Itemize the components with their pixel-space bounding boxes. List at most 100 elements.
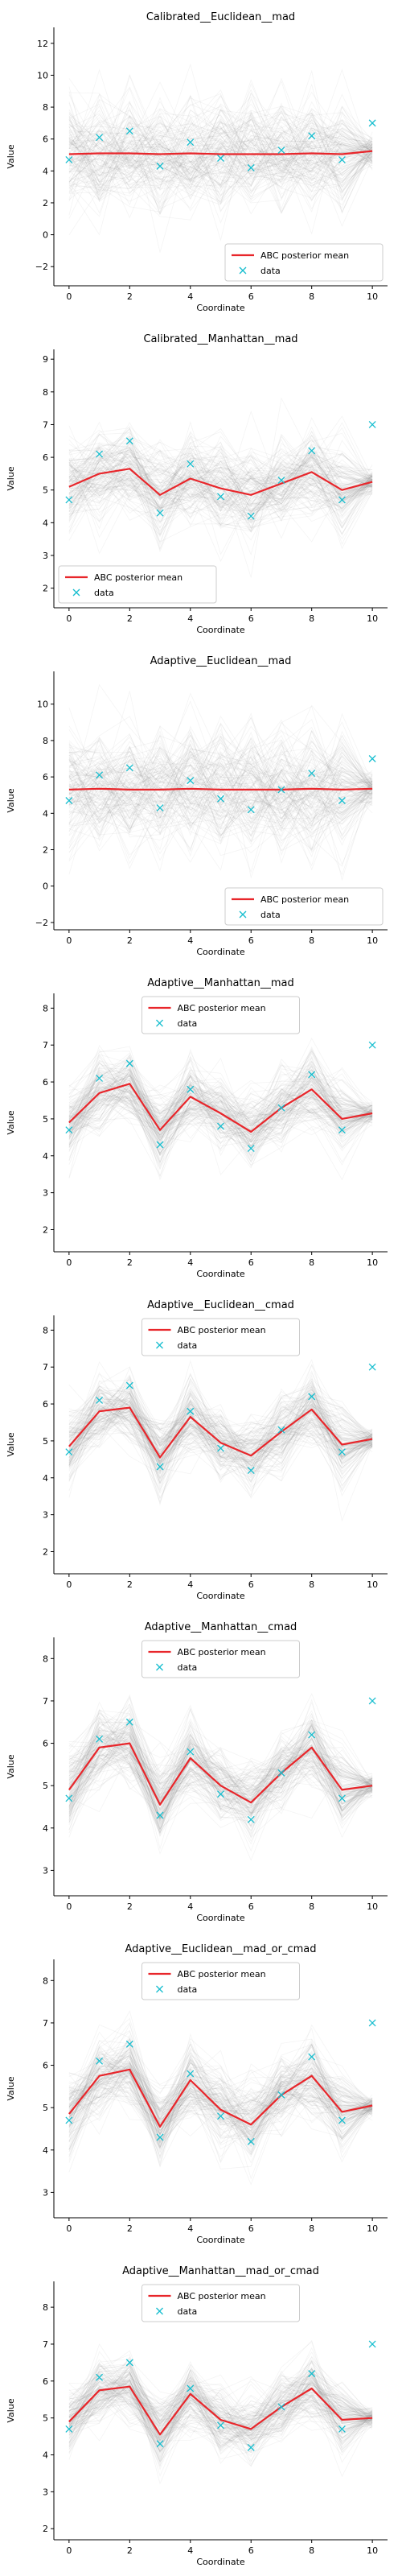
x-tick-label: 8 [309, 2223, 314, 2234]
posterior-sample-line [68, 449, 373, 503]
posterior-sample-line [68, 1722, 373, 1814]
posterior-sample-line [68, 748, 373, 838]
chart-panel: 3 4 5 6 7 8 0 2 4 6 8 10 Adaptive__Euclidean__mad_or… [6, 1943, 388, 2245]
posterior-sample-line [68, 2062, 373, 2142]
posterior-sample-line [68, 2051, 373, 2168]
posterior-sample-line [68, 1727, 373, 1816]
data-point-marker [96, 1735, 104, 1743]
posterior-sample-line [68, 1709, 373, 1826]
posterior-sample-line [68, 731, 373, 825]
data-point-stroke [125, 437, 133, 445]
posterior-sample-line [68, 1704, 373, 1801]
data-point-marker [156, 1811, 164, 1819]
posterior-sample-line [68, 433, 373, 528]
posterior-sample-line [68, 1060, 373, 1165]
posterior-sample-line [68, 1406, 373, 1463]
posterior-sample-line [68, 2378, 373, 2460]
data-point-marker [125, 1381, 133, 1389]
posterior-sample-line [68, 137, 373, 196]
posterior-sample-line [68, 1738, 373, 1818]
chart-panel: 2 3 4 5 6 7 8 0 2 4 6 8 10 Adaptive__Manhattan__mad_o… [6, 2265, 388, 2567]
posterior-sample-line [68, 1407, 373, 1455]
posterior-sample-line [68, 2376, 373, 2453]
posterior-sample-line [68, 2055, 373, 2121]
posterior-sample-line [68, 746, 373, 860]
posterior-sample-line [68, 431, 373, 508]
data-point-stroke [277, 2091, 285, 2099]
posterior-sample-line [68, 770, 373, 852]
posterior-sample-line [68, 1394, 373, 1463]
posterior-sample-line [68, 2029, 373, 2129]
posterior-sample-line [68, 117, 373, 173]
posterior-sample-line [68, 1084, 373, 1146]
posterior-sample-line [68, 719, 373, 820]
posterior-sample-line [68, 1385, 373, 1472]
posterior-sample-line [68, 1094, 373, 1143]
posterior-sample-line [68, 1727, 373, 1818]
posterior-sample-line [68, 2361, 373, 2437]
posterior-mean-line [68, 150, 373, 155]
chart-title: Adaptive__Manhattan__mad [147, 977, 293, 989]
data-point-stroke [187, 460, 195, 468]
y-tick-label: 6 [43, 2061, 48, 2071]
posterior-sample-line [68, 104, 373, 216]
posterior-sample-line [68, 462, 373, 520]
posterior-sample-line [68, 1063, 373, 1150]
posterior-sample-line [68, 1719, 373, 1798]
posterior-sample-line [68, 443, 373, 529]
posterior-sample-line [68, 1080, 373, 1132]
posterior-sample-line [68, 69, 373, 214]
posterior-sample-line [68, 2027, 373, 2159]
y-tick-label: 8 [43, 387, 48, 398]
data-point-marker [187, 1085, 195, 1093]
posterior-sample-line [68, 747, 373, 824]
legend-data-label: data [260, 910, 281, 920]
posterior-sample-line [68, 465, 373, 510]
posterior-sample-line [68, 450, 373, 525]
posterior-sample-line [68, 2047, 373, 2132]
posterior-sample-line [68, 1406, 373, 1466]
posterior-sample-line [68, 1075, 373, 1136]
data-point-marker [96, 1075, 104, 1082]
posterior-sample-line [68, 109, 373, 203]
posterior-sample-line [68, 1751, 373, 1827]
posterior-sample-line [68, 763, 373, 835]
x-tick-label: 0 [66, 1579, 72, 1590]
posterior-sample-line [68, 1749, 373, 1834]
posterior-sample-line [68, 450, 373, 535]
posterior-sample-line [68, 2060, 373, 2144]
data-point-marker [217, 493, 224, 501]
posterior-sample-line [68, 2359, 373, 2445]
posterior-sample-line [68, 2377, 373, 2434]
posterior-sample-line [68, 1083, 373, 1154]
y-tick-label: 4 [43, 1473, 48, 1484]
posterior-sample-line [68, 773, 373, 867]
posterior-sample-line [68, 758, 373, 853]
posterior-sample-line [68, 2360, 373, 2449]
posterior-sample-line [68, 1384, 373, 1484]
posterior-sample-line [68, 2057, 373, 2138]
posterior-sample-line [68, 439, 373, 509]
posterior-sample-line [68, 2062, 373, 2135]
posterior-sample-line [68, 1380, 373, 1498]
posterior-sample-line [68, 2373, 373, 2447]
posterior-sample-line [68, 109, 373, 204]
legend-mean-label: ABC posterior mean [260, 250, 349, 261]
data-point-marker [96, 1397, 104, 1404]
posterior-sample-line [68, 756, 373, 869]
posterior-sample-line [68, 2054, 373, 2145]
x-tick-label: 4 [187, 2223, 193, 2234]
posterior-sample-line [68, 2038, 373, 2132]
posterior-sample-line [68, 444, 373, 517]
y-axis-label: Value [6, 2076, 16, 2100]
posterior-sample-line [68, 472, 373, 528]
posterior-sample-line [68, 735, 373, 815]
posterior-sample-line [68, 114, 373, 196]
posterior-sample-line [68, 1717, 373, 1851]
legend: ABC posterior mean data [142, 1318, 300, 1356]
posterior-sample-line [68, 2366, 373, 2436]
posterior-sample-line [68, 1410, 373, 1459]
posterior-sample-line [68, 1382, 373, 1470]
posterior-sample-line [68, 2062, 373, 2140]
posterior-sample-line [68, 2341, 373, 2450]
